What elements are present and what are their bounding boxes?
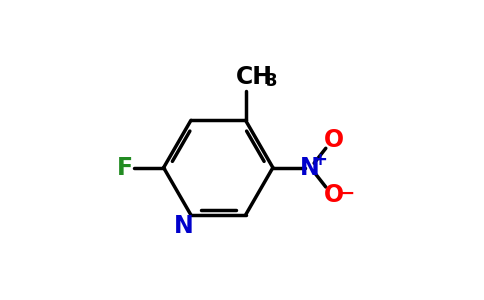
Text: N: N <box>300 156 320 180</box>
Text: O: O <box>324 128 344 152</box>
Text: N: N <box>174 214 193 238</box>
Text: O: O <box>324 183 344 207</box>
Text: F: F <box>117 156 133 180</box>
Text: +: + <box>313 151 328 169</box>
Text: 3: 3 <box>266 72 278 90</box>
Text: CH: CH <box>236 65 273 89</box>
Text: −: − <box>338 184 355 203</box>
